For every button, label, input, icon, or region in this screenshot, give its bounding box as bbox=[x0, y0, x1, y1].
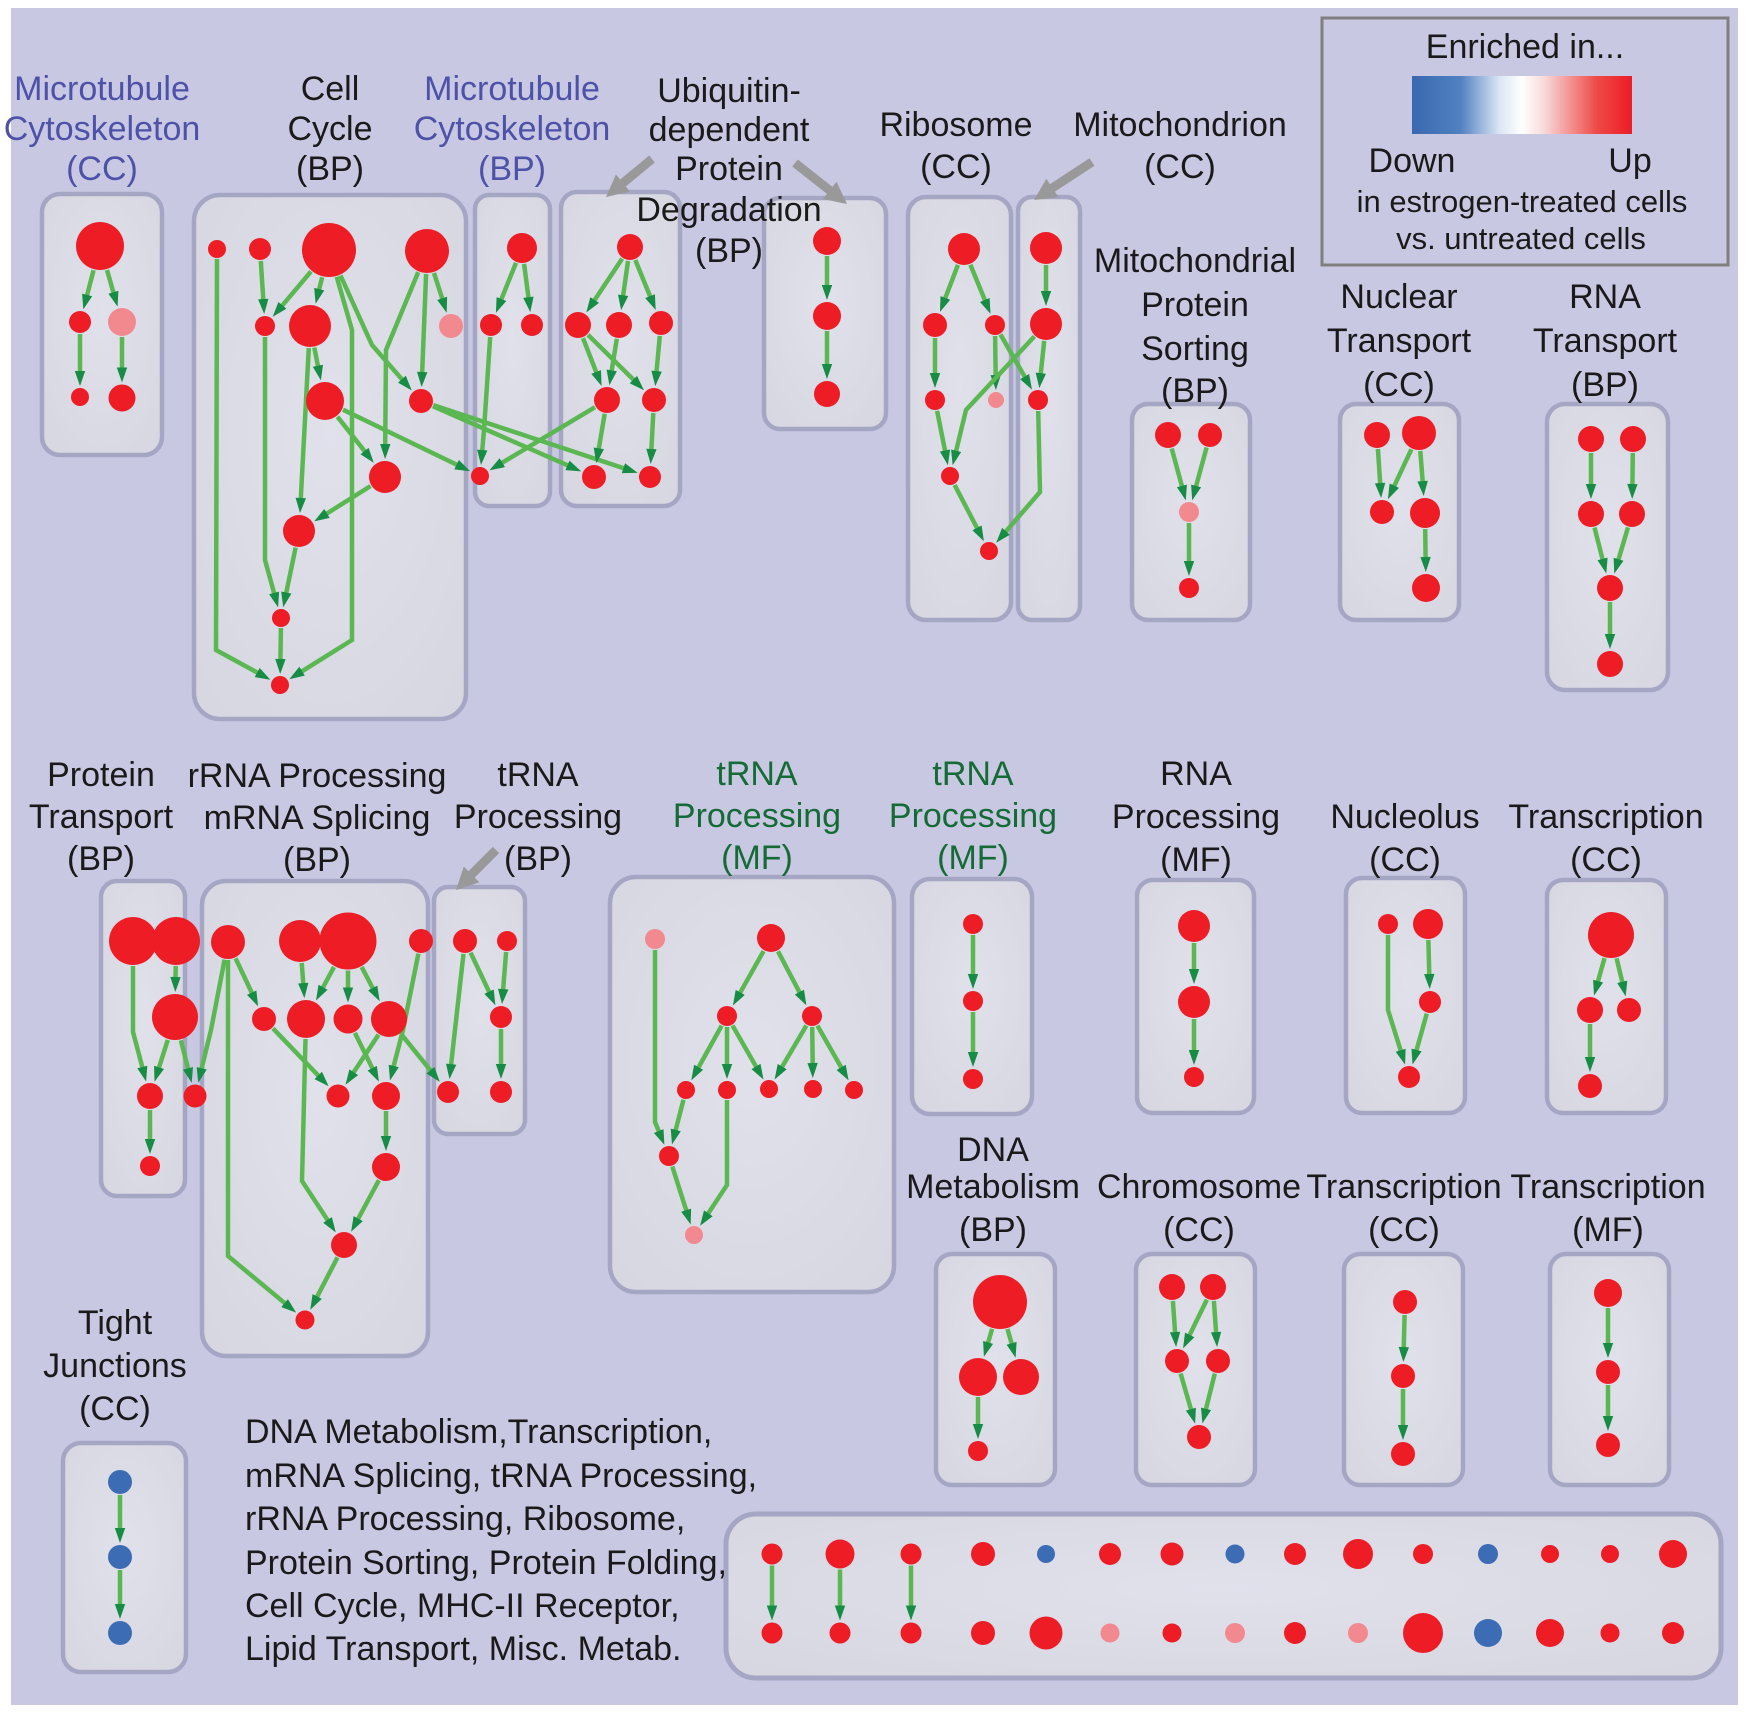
svg-text:(BP): (BP) bbox=[1161, 372, 1229, 410]
svg-text:Protein: Protein bbox=[1141, 286, 1249, 324]
svg-text:Sorting: Sorting bbox=[1141, 330, 1249, 368]
svg-text:Lipid Transport, Misc. Metab.: Lipid Transport, Misc. Metab. bbox=[245, 1630, 682, 1668]
svg-text:(BP): (BP) bbox=[695, 232, 763, 270]
svg-text:Cytoskeleton: Cytoskeleton bbox=[4, 110, 201, 148]
svg-text:(CC): (CC) bbox=[1363, 366, 1435, 404]
svg-text:(BP): (BP) bbox=[283, 841, 351, 879]
svg-text:Transport: Transport bbox=[1533, 322, 1678, 360]
svg-text:Ubiquitin-: Ubiquitin- bbox=[657, 72, 801, 110]
svg-text:(BP): (BP) bbox=[67, 840, 135, 878]
svg-text:Transport: Transport bbox=[29, 798, 174, 836]
svg-text:Transcription: Transcription bbox=[1510, 1168, 1705, 1206]
svg-text:(CC): (CC) bbox=[66, 150, 138, 188]
svg-text:Processing: Processing bbox=[1112, 798, 1280, 836]
svg-text:Metabolism: Metabolism bbox=[906, 1168, 1080, 1206]
svg-text:(CC): (CC) bbox=[920, 148, 992, 186]
svg-text:Transcription: Transcription bbox=[1508, 798, 1703, 836]
svg-text:tRNA: tRNA bbox=[497, 756, 579, 794]
svg-text:Protein Sorting, Protein Foldi: Protein Sorting, Protein Folding, bbox=[245, 1544, 727, 1582]
svg-text:Mitochondrial: Mitochondrial bbox=[1094, 242, 1296, 280]
svg-text:Transcription: Transcription bbox=[1306, 1168, 1501, 1206]
svg-text:(CC): (CC) bbox=[1144, 148, 1216, 186]
svg-text:Transport: Transport bbox=[1327, 322, 1472, 360]
svg-text:(BP): (BP) bbox=[959, 1211, 1027, 1249]
svg-text:(CC): (CC) bbox=[1369, 841, 1441, 879]
svg-text:(MF): (MF) bbox=[1572, 1211, 1644, 1249]
svg-text:Processing: Processing bbox=[673, 797, 841, 835]
svg-text:tRNA: tRNA bbox=[932, 755, 1014, 793]
svg-text:Microtubule: Microtubule bbox=[424, 70, 600, 108]
svg-text:Processing: Processing bbox=[889, 797, 1057, 835]
svg-text:Up: Up bbox=[1608, 142, 1651, 180]
svg-text:(MF): (MF) bbox=[721, 839, 793, 877]
svg-text:Nucleolus: Nucleolus bbox=[1330, 798, 1479, 836]
svg-text:(CC): (CC) bbox=[1368, 1211, 1440, 1249]
svg-text:(BP): (BP) bbox=[478, 150, 546, 188]
svg-text:(CC): (CC) bbox=[79, 1390, 151, 1428]
svg-text:(MF): (MF) bbox=[937, 839, 1009, 877]
svg-text:vs. untreated cells: vs. untreated cells bbox=[1396, 221, 1646, 256]
svg-text:(BP): (BP) bbox=[1571, 366, 1639, 404]
svg-text:Tight: Tight bbox=[78, 1304, 153, 1342]
svg-text:(BP): (BP) bbox=[504, 840, 572, 878]
svg-text:rRNA Processing, Ribosome,: rRNA Processing, Ribosome, bbox=[245, 1500, 685, 1538]
svg-text:(MF): (MF) bbox=[1160, 841, 1232, 879]
svg-text:Processing: Processing bbox=[454, 798, 622, 836]
svg-text:Mitochondrion: Mitochondrion bbox=[1073, 106, 1287, 144]
svg-text:DNA Metabolism,Transcription,: DNA Metabolism,Transcription, bbox=[245, 1413, 712, 1451]
svg-text:Junctions: Junctions bbox=[43, 1347, 187, 1385]
svg-text:Cell: Cell bbox=[301, 70, 360, 108]
svg-text:(BP): (BP) bbox=[296, 150, 364, 188]
svg-text:Chromosome: Chromosome bbox=[1097, 1168, 1301, 1206]
svg-text:(CC): (CC) bbox=[1163, 1211, 1235, 1249]
svg-text:Cytoskeleton: Cytoskeleton bbox=[414, 110, 611, 148]
svg-text:RNA: RNA bbox=[1160, 755, 1232, 793]
svg-text:Degradation: Degradation bbox=[636, 191, 821, 229]
svg-text:Nuclear: Nuclear bbox=[1340, 278, 1457, 316]
svg-text:mRNA Splicing: mRNA Splicing bbox=[204, 799, 431, 837]
svg-text:Cycle: Cycle bbox=[287, 110, 372, 148]
svg-text:Protein: Protein bbox=[47, 756, 155, 794]
svg-text:Microtubule: Microtubule bbox=[14, 70, 190, 108]
svg-text:RNA: RNA bbox=[1569, 278, 1641, 316]
svg-text:dependent: dependent bbox=[649, 111, 810, 149]
svg-text:Cell Cycle, MHC-II Receptor,: Cell Cycle, MHC-II Receptor, bbox=[245, 1587, 680, 1625]
svg-text:rRNA Processing: rRNA Processing bbox=[188, 757, 447, 795]
svg-text:(CC): (CC) bbox=[1570, 841, 1642, 879]
svg-text:in estrogen-treated cells: in estrogen-treated cells bbox=[1357, 184, 1688, 219]
svg-text:Enriched in...: Enriched in... bbox=[1426, 28, 1624, 66]
svg-text:mRNA Splicing, tRNA Processing: mRNA Splicing, tRNA Processing, bbox=[245, 1457, 757, 1495]
svg-text:Ribosome: Ribosome bbox=[879, 106, 1032, 144]
svg-text:Protein: Protein bbox=[675, 150, 783, 188]
svg-text:tRNA: tRNA bbox=[716, 755, 798, 793]
svg-text:Down: Down bbox=[1369, 142, 1456, 180]
svg-text:DNA: DNA bbox=[957, 1131, 1029, 1169]
